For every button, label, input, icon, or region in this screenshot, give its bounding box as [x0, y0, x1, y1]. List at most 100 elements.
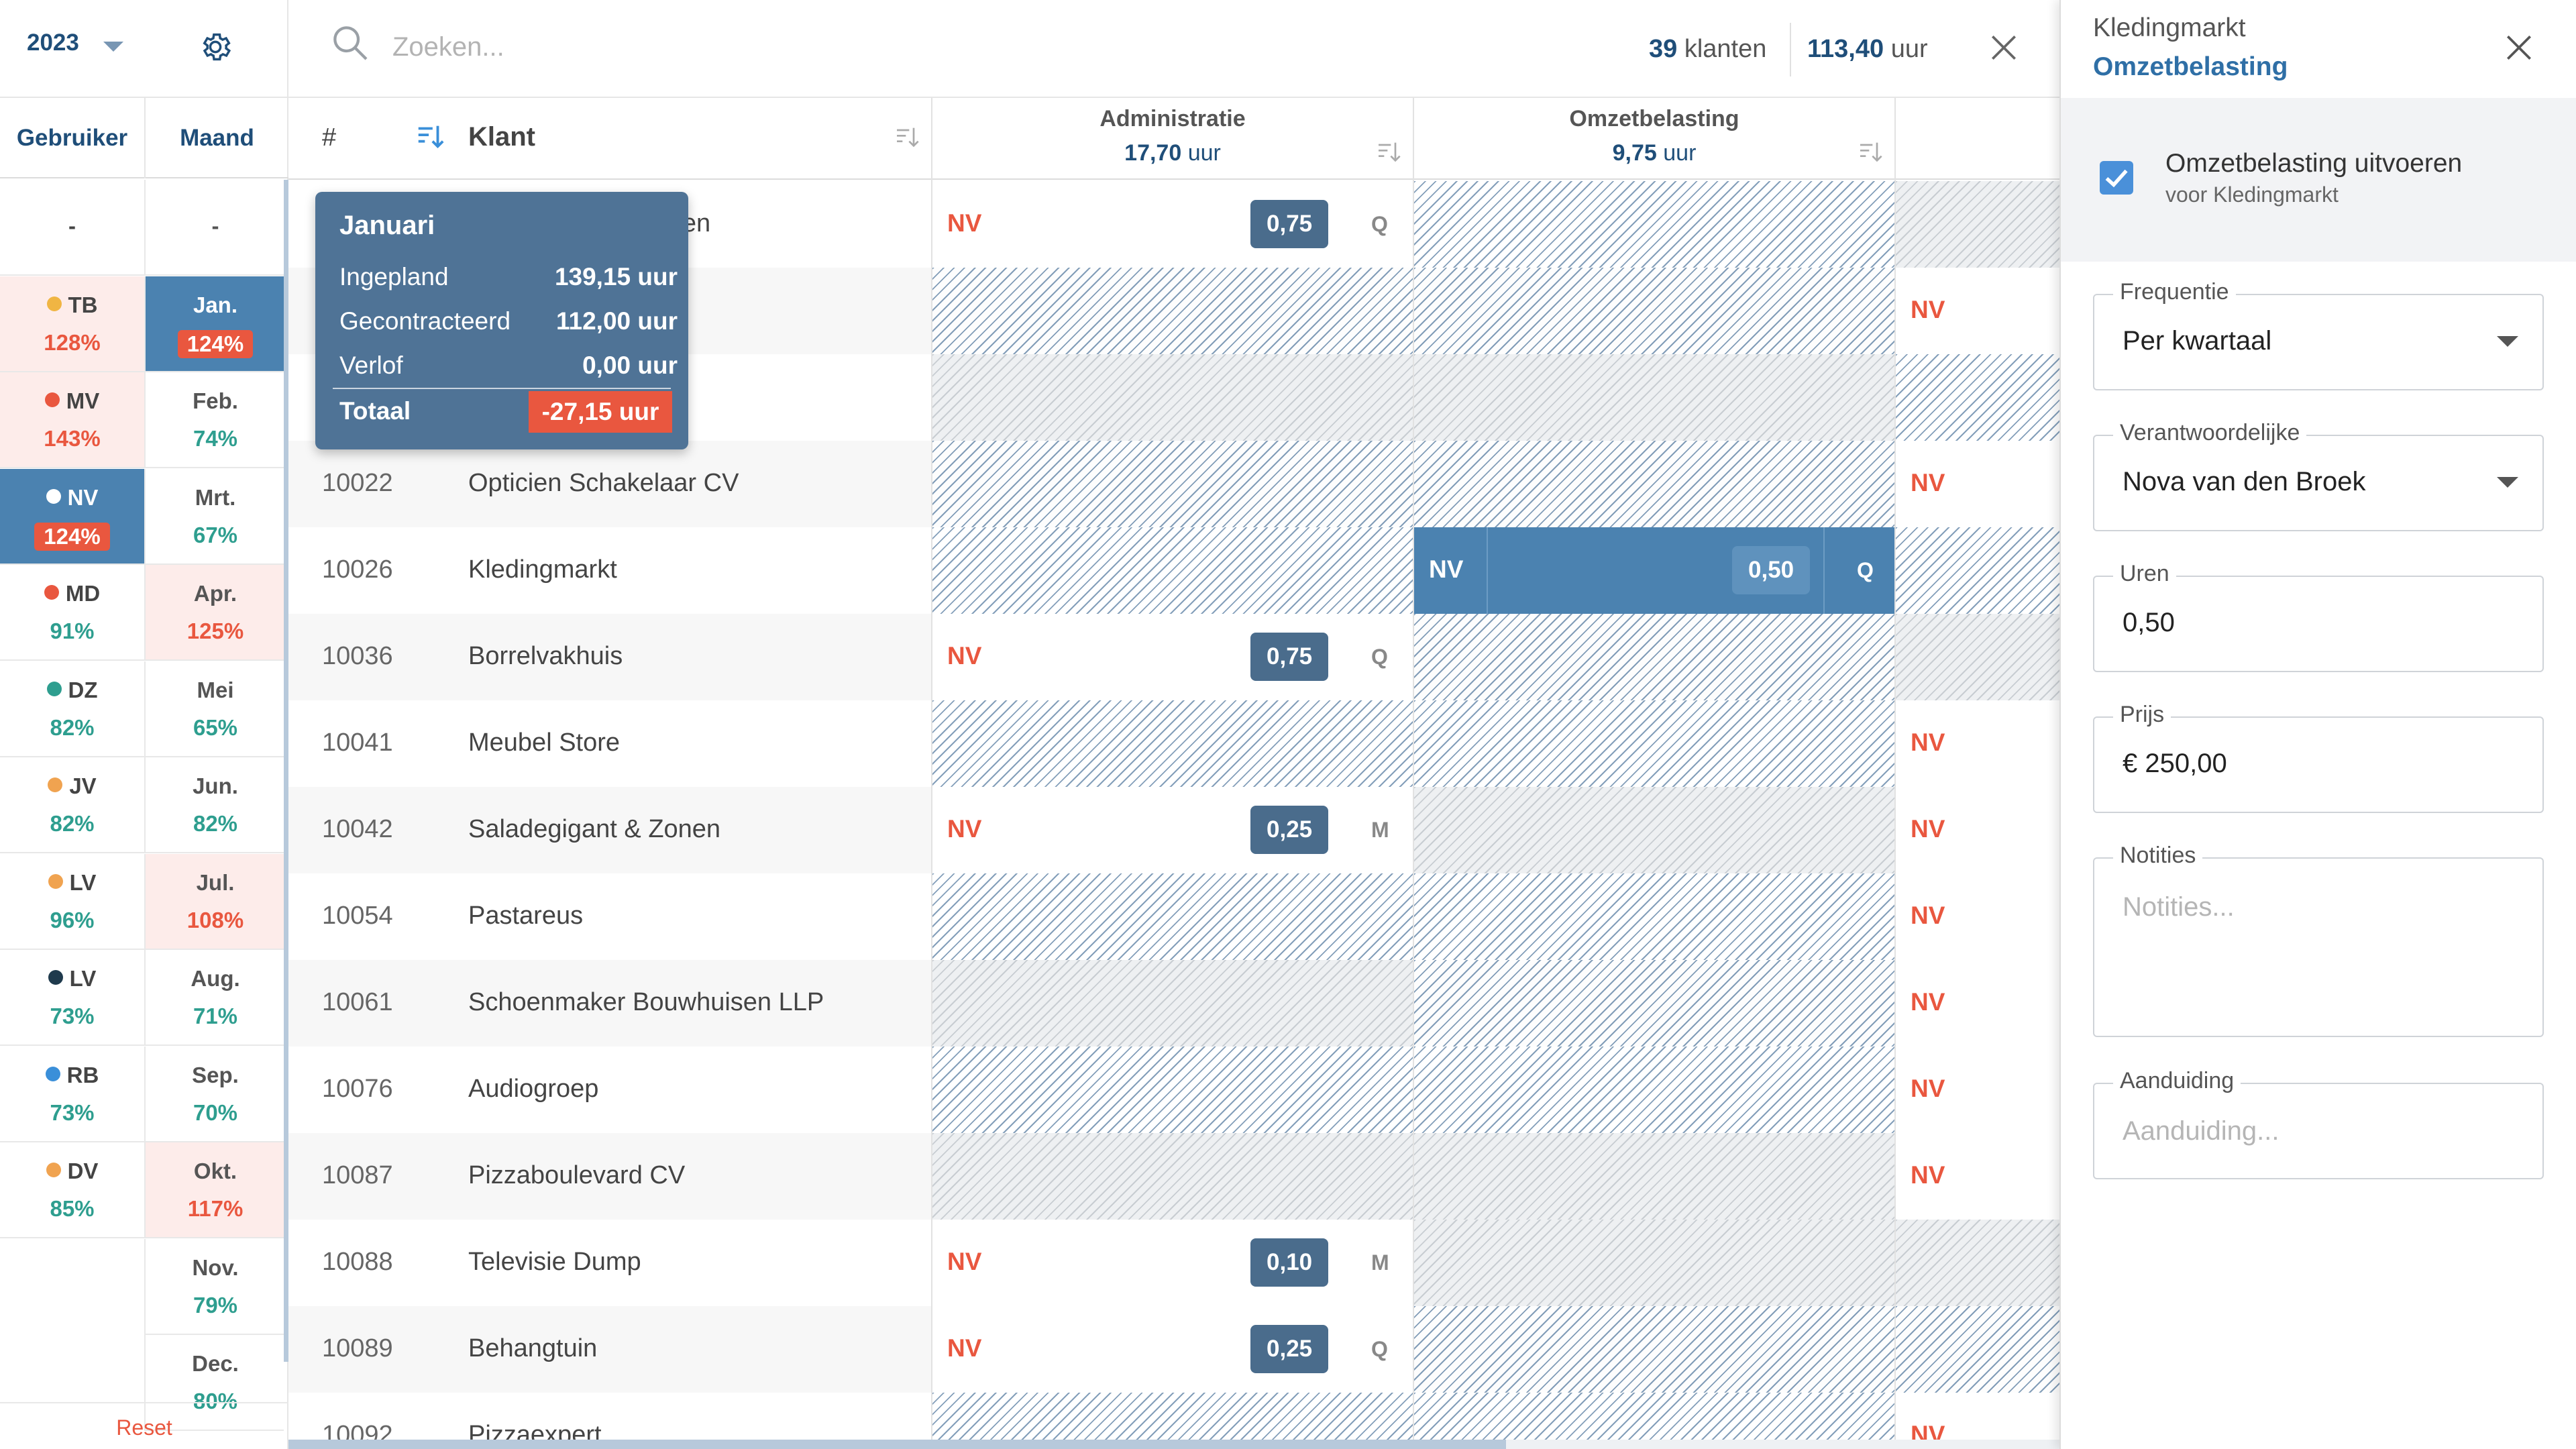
planning-cell[interactable]	[1896, 1046, 2059, 1133]
month-row-9[interactable]: Sep. 70%	[144, 1046, 284, 1142]
sort-icon[interactable]	[1374, 138, 1403, 165]
hours-badge[interactable]: 0,75	[1250, 200, 1329, 248]
month-row-all[interactable]: -	[144, 180, 284, 276]
client-name[interactable]: Behangtuin	[468, 1334, 598, 1362]
reset-link[interactable]: Reset	[0, 1402, 288, 1449]
planning-cell-unavailable[interactable]	[932, 960, 1413, 1046]
user-row-jv[interactable]: JV 82%	[0, 757, 144, 853]
chevron-down-icon[interactable]	[2497, 336, 2518, 347]
planning-cell-administratie[interactable]	[932, 614, 1413, 700]
planning-cell-unavailable[interactable]	[1414, 873, 1894, 960]
sort-icon[interactable]	[1856, 138, 1885, 165]
user-row-lv[interactable]: LV 96%	[0, 853, 144, 950]
client-name[interactable]: Opticien Schakelaar CV	[468, 469, 739, 497]
planning-cell[interactable]	[1896, 960, 2059, 1046]
planning-cell-administratie[interactable]	[932, 1220, 1413, 1306]
planning-cell-administratie[interactable]	[932, 787, 1413, 873]
planning-cell-administratie[interactable]	[932, 1306, 1413, 1393]
planning-cell[interactable]	[1896, 1133, 2059, 1220]
planning-cell-unavailable[interactable]	[1896, 614, 2059, 700]
month-row-6[interactable]: Jun. 82%	[144, 757, 284, 853]
client-name[interactable]: Meubel Store	[468, 729, 621, 757]
gear-icon[interactable]	[198, 30, 233, 64]
frequency-dropdown[interactable]	[2093, 294, 2544, 390]
user-row-mv[interactable]: MV 143%	[0, 372, 144, 468]
hours-field[interactable]	[2093, 576, 2544, 672]
hours-badge[interactable]: 0,50	[1732, 546, 1811, 594]
column-header-number[interactable]: #	[322, 123, 337, 152]
planning-cell-selected[interactable]	[1414, 527, 1894, 614]
planning-cell-unavailable[interactable]	[1414, 787, 1894, 873]
planning-cell[interactable]	[1896, 268, 2059, 354]
user-row-lv[interactable]: LV 73%	[0, 950, 144, 1046]
client-name[interactable]: Audiogroep	[468, 1075, 599, 1103]
month-row-11[interactable]: Nov. 79%	[144, 1238, 284, 1335]
planning-cell-unavailable[interactable]	[1414, 1306, 1894, 1393]
planning-cell-unavailable[interactable]	[932, 527, 1413, 614]
user-row-dv[interactable]: DV 85%	[0, 1142, 144, 1238]
year-select[interactable]: 2023	[27, 30, 79, 56]
chevron-down-icon[interactable]	[103, 42, 123, 52]
hours-badge[interactable]: 0,25	[1250, 806, 1329, 854]
planning-cell-unavailable[interactable]	[932, 268, 1413, 354]
tag-field[interactable]	[2093, 1083, 2544, 1179]
client-name[interactable]: Televisie Dump	[468, 1248, 641, 1276]
planning-cell-unavailable[interactable]	[1896, 354, 2059, 441]
column-header-user[interactable]: Gebruiker	[16, 125, 128, 151]
planning-cell-unavailable[interactable]	[1414, 1133, 1894, 1220]
planning-cell-administratie[interactable]	[932, 181, 1413, 268]
horizontal-scrollbar[interactable]	[288, 1440, 1506, 1449]
close-icon[interactable]	[1987, 31, 2021, 64]
planning-cell-unavailable[interactable]	[1414, 614, 1894, 700]
planning-cell-unavailable[interactable]	[1896, 527, 2059, 614]
month-row-10[interactable]: Okt. 117%	[144, 1142, 284, 1238]
planning-cell-unavailable[interactable]	[1414, 1220, 1894, 1306]
price-field[interactable]	[2093, 716, 2544, 813]
planning-cell-unavailable[interactable]	[932, 354, 1413, 441]
month-row-3[interactable]: Mrt. 67%	[144, 468, 284, 565]
month-row-12[interactable]: Dec. 80%	[144, 1335, 284, 1431]
service-header-administratie[interactable]: Administratie 17,70 uur	[932, 106, 1413, 166]
hours-badge[interactable]: 0,10	[1250, 1238, 1329, 1287]
month-row-5[interactable]: Mei 65%	[144, 661, 284, 757]
chevron-down-icon[interactable]	[2497, 477, 2518, 488]
hours-badge[interactable]: 0,25	[1250, 1325, 1329, 1373]
month-row-4[interactable]: Apr. 125%	[144, 565, 284, 661]
search-input[interactable]	[392, 27, 929, 67]
client-name[interactable]: Pizzaboulevard CV	[468, 1161, 686, 1189]
planning-cell-unavailable[interactable]	[1414, 960, 1894, 1046]
planning-cell-unavailable[interactable]	[932, 700, 1413, 787]
service-header-omzetbelasting[interactable]: Omzetbelasting 9,75 uur	[1414, 106, 1894, 166]
user-row-nv[interactable]: NV 124%	[0, 468, 144, 565]
close-icon[interactable]	[2502, 31, 2536, 64]
user-row-tb[interactable]: TB 128%	[0, 276, 144, 372]
planning-cell[interactable]	[1896, 441, 2059, 527]
sort-icon[interactable]	[415, 121, 445, 152]
planning-cell-unavailable[interactable]	[932, 1133, 1413, 1220]
responsible-dropdown[interactable]	[2093, 435, 2544, 531]
user-row-dz[interactable]: DZ 82%	[0, 661, 144, 757]
month-row-2[interactable]: Feb. 74%	[144, 372, 284, 468]
user-row-all[interactable]: -	[0, 180, 144, 276]
planning-cell-unavailable[interactable]	[1414, 700, 1894, 787]
planning-cell-unavailable[interactable]	[932, 1046, 1413, 1133]
hours-badge[interactable]: 0,75	[1250, 633, 1329, 681]
notes-textarea[interactable]	[2093, 857, 2544, 1037]
planning-cell[interactable]	[1896, 873, 2059, 960]
client-name[interactable]: Schoenmaker Bouwhuisen LLP	[468, 988, 824, 1016]
planning-cell-unavailable[interactable]	[932, 441, 1413, 527]
user-row-md[interactable]: MD 91%	[0, 565, 144, 661]
left-scrollbar[interactable]	[284, 180, 288, 1362]
client-name[interactable]: Saladegigant & Zonen	[468, 815, 721, 843]
month-row-1[interactable]: Jan. 124%	[144, 276, 284, 372]
planning-cell-unavailable[interactable]	[1414, 441, 1894, 527]
user-row-rb[interactable]: RB 73%	[0, 1046, 144, 1142]
planning-cell-unavailable[interactable]	[1414, 354, 1894, 441]
sort-icon[interactable]	[892, 123, 922, 150]
month-row-7[interactable]: Jul. 108%	[144, 853, 284, 950]
column-header-client[interactable]: Klant	[468, 122, 535, 152]
client-name[interactable]: Pastareus	[468, 902, 584, 930]
column-header-month[interactable]: Maand	[144, 98, 288, 178]
client-name[interactable]: Kledingmarkt	[468, 555, 617, 584]
planning-cell-unavailable[interactable]	[1414, 268, 1894, 354]
